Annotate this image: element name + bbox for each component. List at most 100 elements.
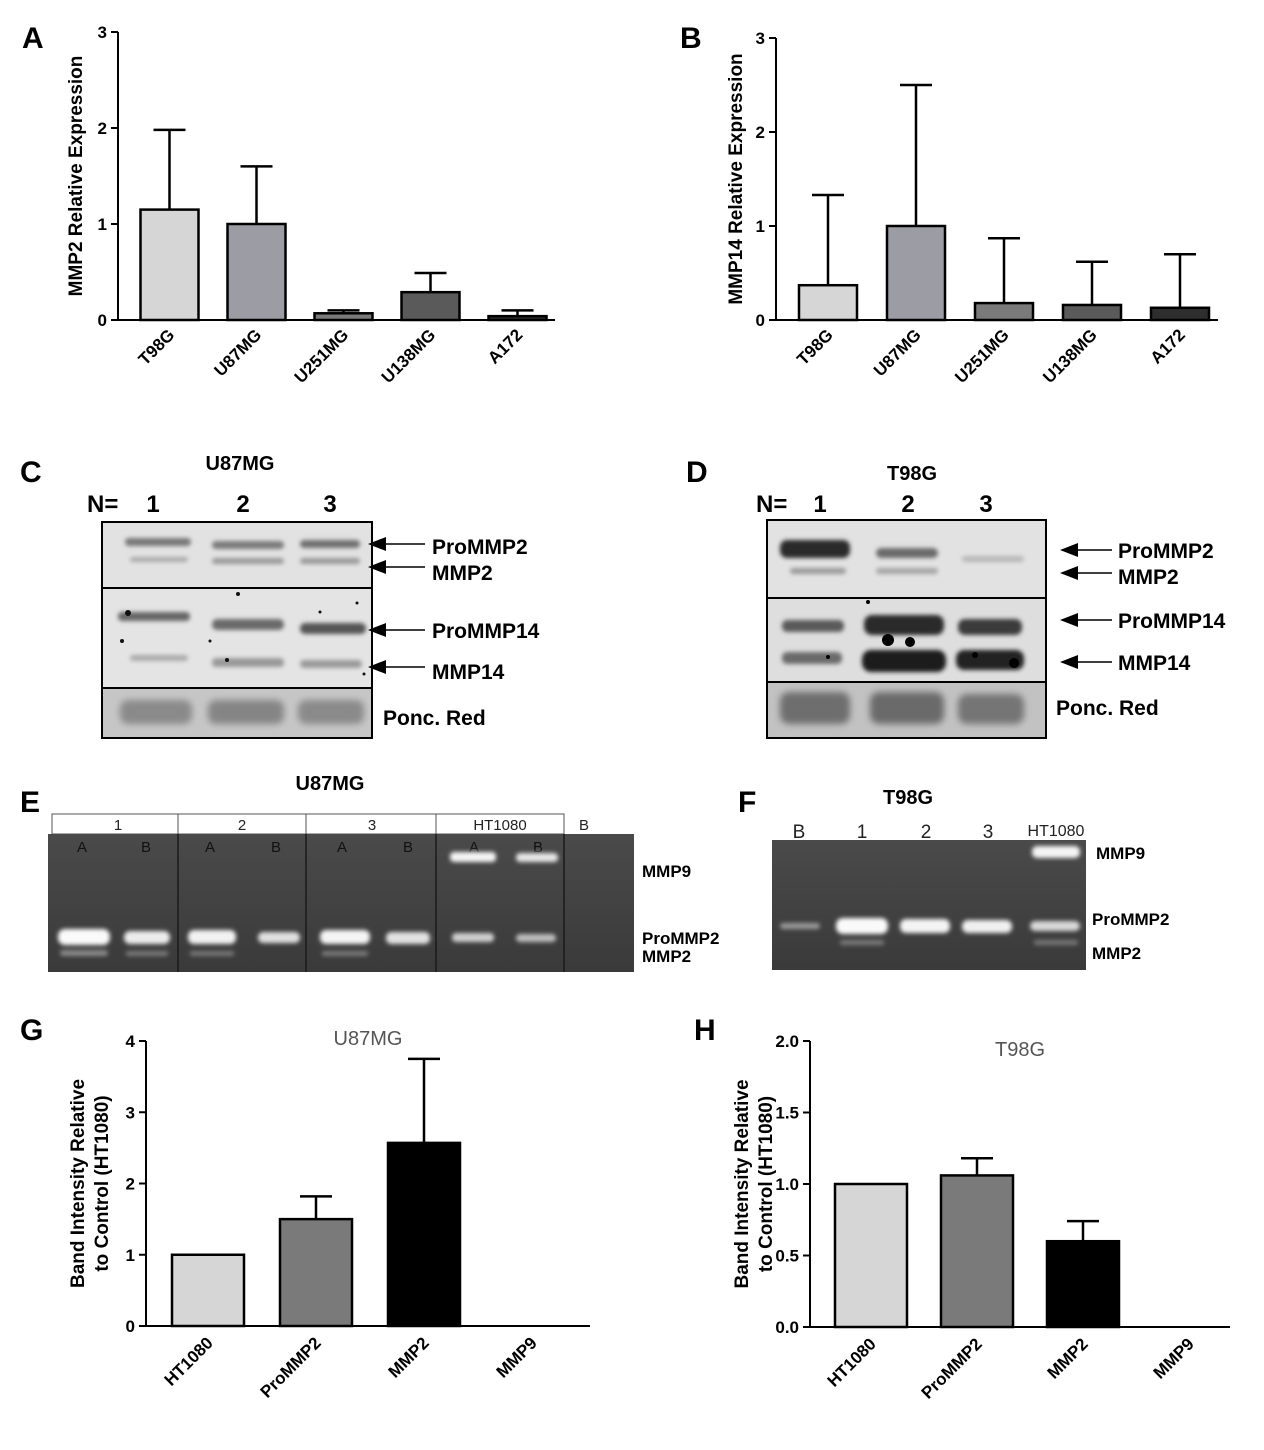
chart-b-bar-u87mg (885, 224, 947, 322)
chart-b-category-label: U87MG (870, 325, 925, 380)
gel-e-lane-2a: A (205, 839, 215, 856)
chart-b-ytick-label: 1 (756, 217, 765, 236)
blot-c-mmp2-bands (125, 538, 360, 564)
chart-a-category-label: T98G (135, 325, 179, 369)
chart-a-ylabel: MMP2 Relative Expression (66, 56, 87, 297)
gel-f-title: T98G (883, 787, 933, 809)
blot-c-specks (120, 592, 366, 676)
blot-d-label-promm2: ProMMP2 (1118, 540, 1214, 563)
chart-h-ylabel: to Control (HT1080) (756, 1096, 777, 1272)
gel-e-bands (58, 852, 558, 956)
chart-a-bar-u251mg (313, 312, 374, 322)
blot-c-label-mmp14: MMP14 (432, 661, 505, 684)
gel-e-lane-ht-b: B (533, 839, 543, 856)
gel-e-u87mg: U87MG 1 2 3 HT1080 B A B A B A B A B (48, 773, 719, 972)
chart-b-category-label: T98G (793, 325, 837, 369)
blot-c-label-mmp2: MMP2 (432, 562, 493, 585)
gel-e-label-promm2: ProMMP2 (642, 929, 719, 948)
blot-d-label-mmp14: MMP14 (1118, 652, 1191, 675)
chart-g-ytick-label: 3 (126, 1103, 135, 1122)
gel-f-t98g: T98G B 1 2 3 HT1080 MMP9 ProMMP2 MMP2 (772, 787, 1169, 970)
blot-c-ponceau-bands (120, 700, 364, 724)
gel-e-group-ht1080: HT1080 (473, 817, 526, 834)
chart-g-ytick-label: 1 (126, 1246, 135, 1265)
chart-h-t98g-band-intensity: 0.0 0.5 1.0 1.5 2.0 Band Intensity Relative to… (732, 1032, 1230, 1403)
chart-b-category-label: U138MG (1039, 325, 1101, 387)
chart-h-ytick-label: 1.0 (775, 1175, 799, 1194)
chart-b-bar-u251mg (973, 301, 1035, 322)
blot-d-mmp2-bands (780, 540, 1024, 574)
blot-d-title: T98G (887, 463, 937, 485)
chart-b-category-label: U251MG (951, 325, 1013, 387)
gel-f-lane-2: 2 (921, 822, 932, 843)
gel-e-title: U87MG (296, 773, 365, 795)
blot-d-t98g: T98G N= 1 2 3 (756, 463, 1226, 739)
chart-a-ytick-label: 0 (98, 311, 107, 330)
chart-a-category-label: U87MG (210, 325, 265, 380)
gel-e-lane-3b: B (403, 839, 413, 856)
blot-c-mmp2-strip (101, 521, 373, 589)
panel-label-f: F (738, 786, 756, 819)
chart-g-category-label: MMP2 (385, 1333, 433, 1381)
blot-d-label-ponceau: Ponc. Red (1056, 697, 1159, 720)
chart-g-bar-ht1080 (170, 1253, 246, 1328)
chart-b-bar-a172 (1149, 306, 1211, 322)
blot-c-n-label: N= (87, 491, 118, 518)
chart-g-bar-mmp2 (386, 1141, 462, 1328)
gel-f-lane-ht1080: HT1080 (1028, 823, 1085, 840)
blot-c-lane-3: 3 (323, 491, 336, 518)
chart-g-ytick-label: 0 (126, 1317, 135, 1336)
gel-e-lane-2b: B (271, 839, 281, 856)
gel-f-lane-1: 1 (857, 822, 868, 843)
gel-e-group-1: 1 (114, 817, 122, 834)
panel-label-d: D (686, 456, 708, 489)
chart-b-ytick-label: 0 (756, 311, 765, 330)
chart-g-ylabel: Band Intensity Relative (68, 1079, 89, 1288)
panel-label-e: E (20, 786, 40, 819)
blot-c-lane-1: 1 (146, 491, 159, 518)
chart-h-ylabel: Band Intensity Relative (732, 1079, 753, 1288)
gel-f-lane-blank: B (793, 822, 806, 843)
chart-a-mmp2-expression: 0 1 2 3 MMP2 Relative Expression T98G U87MG U25… (66, 23, 555, 387)
chart-g-category-label: ProMMP2 (257, 1333, 325, 1401)
chart-b-mmp14-expression: 0 1 2 3 MMP14 Relative Expression T98G U87MG U2… (726, 29, 1218, 387)
blot-c-mmp14-bands (118, 612, 366, 668)
blot-d-lane-1: 1 (813, 491, 826, 518)
blot-d-arrows (1060, 543, 1112, 669)
gel-e-group-3: 3 (368, 817, 376, 834)
chart-b-ytick-label: 2 (756, 123, 765, 142)
gel-e-group-blank: B (579, 817, 589, 834)
blot-d-mmp14-bands (782, 615, 1024, 672)
gel-f-label-promm2: ProMMP2 (1092, 910, 1169, 929)
blot-d-label-mmp2: MMP2 (1118, 566, 1179, 589)
chart-a-category-label: A172 (484, 325, 526, 367)
chart-g-category-label: HT1080 (161, 1333, 217, 1389)
chart-g-ytick-label: 4 (126, 1032, 136, 1051)
chart-a-ytick-label: 1 (98, 215, 107, 234)
panel-label-b: B (680, 22, 702, 55)
panel-label-h: H (694, 1014, 716, 1047)
chart-h-bar-mmp2 (1045, 1239, 1121, 1329)
gel-e-label-mmp2: MMP2 (642, 947, 691, 966)
chart-h-category-label: ProMMP2 (918, 1334, 986, 1402)
chart-g-bar-prommp2 (278, 1217, 354, 1328)
panel-label-c: C (20, 456, 42, 489)
chart-g-title: U87MG (334, 1028, 403, 1050)
chart-b-ylabel: MMP14 Relative Expression (726, 53, 747, 304)
blot-d-lane-3: 3 (979, 491, 992, 518)
gel-e-lane-1b: B (141, 839, 151, 856)
chart-b-bar-u138mg (1061, 303, 1123, 322)
blot-d-n-label: N= (756, 491, 787, 518)
chart-h-ytick-label: 1.5 (775, 1104, 799, 1123)
gel-e-lane-1a: A (77, 839, 87, 856)
chart-h-title: T98G (995, 1039, 1045, 1061)
chart-b-category-label: A172 (1147, 325, 1189, 367)
blot-d-ponceau-bands (780, 692, 1024, 724)
chart-a-bar-t98g (139, 208, 200, 322)
chart-a-category-label: U138MG (378, 325, 440, 387)
blot-c-mmp14-strip (101, 587, 373, 689)
chart-g-category-label: MMP9 (493, 1333, 541, 1381)
chart-h-category-label: MMP9 (1150, 1334, 1198, 1382)
chart-h-ytick-label: 0.5 (775, 1247, 799, 1266)
